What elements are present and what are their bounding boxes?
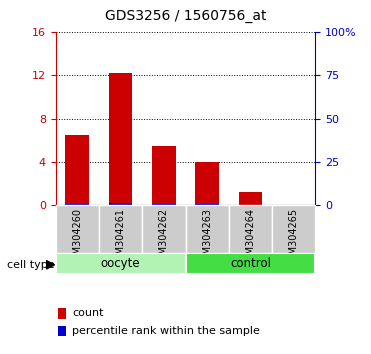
Bar [109, 203, 132, 205]
Bar [65, 135, 89, 205]
Bar [109, 73, 132, 205]
Text: GSM304260: GSM304260 [72, 208, 82, 267]
FancyBboxPatch shape [56, 205, 99, 253]
FancyBboxPatch shape [59, 326, 66, 336]
Text: cell type: cell type [7, 260, 55, 270]
Bar [195, 162, 219, 205]
Text: GDS3256 / 1560756_at: GDS3256 / 1560756_at [105, 9, 266, 23]
Text: GSM304261: GSM304261 [116, 208, 125, 267]
Text: GSM304262: GSM304262 [159, 208, 169, 267]
FancyBboxPatch shape [229, 205, 272, 253]
Text: GSM304264: GSM304264 [246, 208, 255, 267]
Bar [239, 192, 262, 205]
Text: oocyte: oocyte [101, 257, 140, 270]
Polygon shape [46, 261, 55, 269]
FancyBboxPatch shape [186, 205, 229, 253]
Text: GSM304263: GSM304263 [202, 208, 212, 267]
FancyBboxPatch shape [99, 205, 142, 253]
Text: GSM304265: GSM304265 [289, 208, 299, 267]
FancyBboxPatch shape [59, 308, 66, 319]
Text: percentile rank within the sample: percentile rank within the sample [72, 326, 260, 336]
FancyBboxPatch shape [56, 253, 186, 274]
Text: count: count [72, 308, 104, 318]
FancyBboxPatch shape [142, 205, 186, 253]
Text: control: control [230, 257, 271, 270]
FancyBboxPatch shape [186, 253, 315, 274]
FancyBboxPatch shape [272, 205, 315, 253]
Bar [152, 146, 176, 205]
